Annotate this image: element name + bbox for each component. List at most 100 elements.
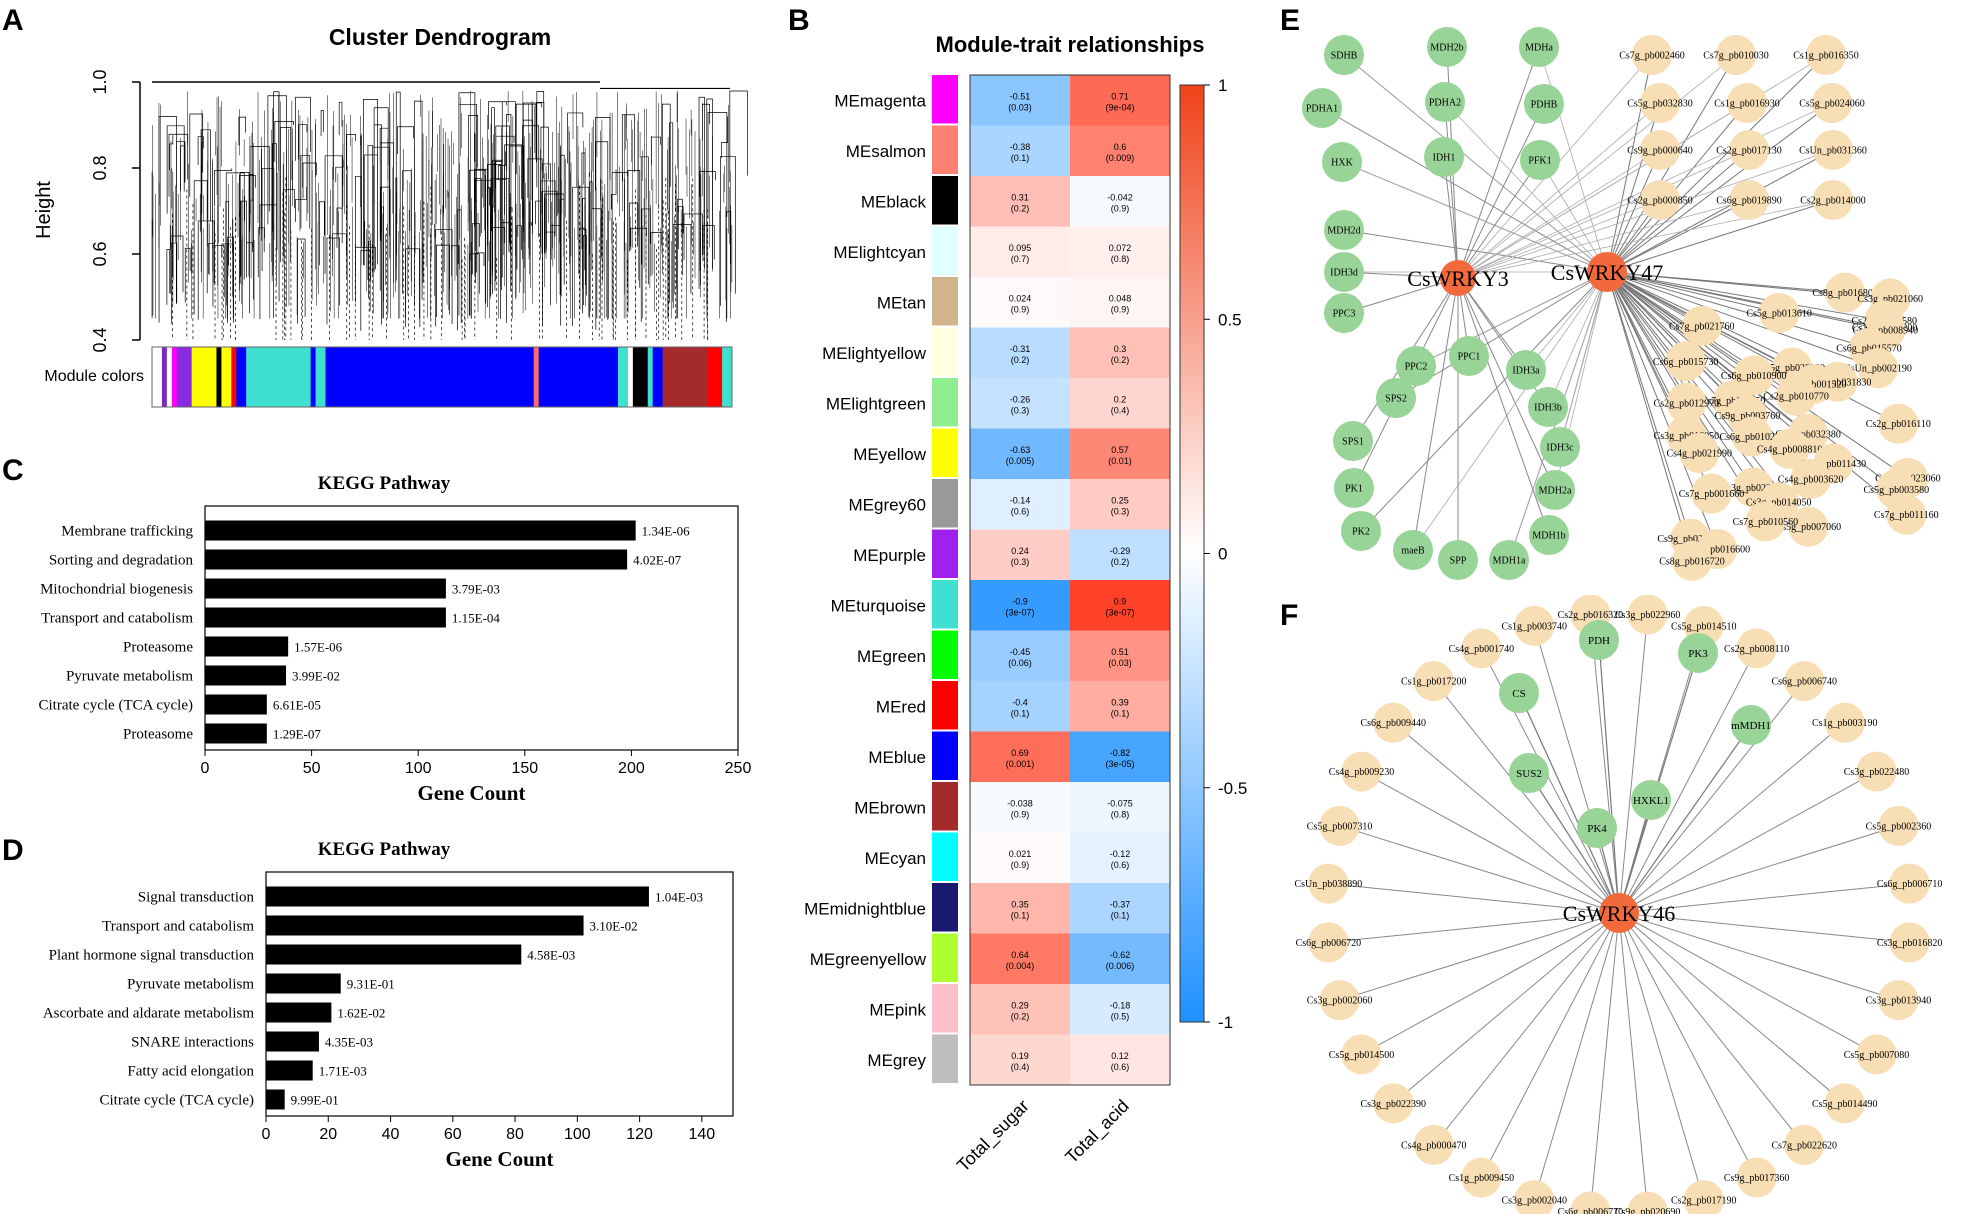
target-node — [1319, 805, 1360, 846]
edge — [1618, 912, 1910, 943]
target-node-label: Cs5g_pb003580 — [1864, 485, 1930, 496]
enzyme-node-label: CS — [1512, 688, 1525, 700]
cell-pvalue: (0.1) — [1011, 708, 1030, 718]
cell-correlation: 0.024 — [1009, 293, 1032, 303]
category-label: Transport and catabolism — [102, 919, 254, 935]
bar — [205, 636, 289, 657]
heatmap-cell — [970, 378, 1070, 429]
cell-pvalue: (0.9) — [1011, 809, 1030, 819]
module-label: MEgrey60 — [849, 495, 926, 514]
heatmap-cell — [970, 933, 1070, 984]
module-label: MEpink — [869, 1000, 926, 1019]
cell-correlation: -0.62 — [1110, 950, 1131, 960]
edge — [1618, 912, 1705, 1201]
target-node-label: Cs5g_pb032380 — [1775, 429, 1841, 440]
cell-pvalue: (0.4) — [1011, 1062, 1030, 1072]
target-node — [1413, 661, 1454, 702]
cell-correlation: 0.71 — [1111, 91, 1129, 101]
y-tick-label: 0.8 — [90, 155, 110, 180]
module-color-segment — [632, 347, 649, 407]
enzyme-node — [1519, 27, 1559, 67]
target-node-label: Cs1g_pb016930 — [1714, 99, 1780, 110]
cell-pvalue: (0.2) — [1111, 355, 1130, 365]
module-swatch — [932, 630, 958, 679]
target-node — [1736, 1157, 1777, 1198]
heatmap-cell — [1070, 832, 1170, 883]
kegg-bar-chart-d: D KEGG Pathway Signal transduction 1.04E-03… — [2, 834, 734, 1171]
edge — [1618, 912, 1846, 1104]
module-label: MEblue — [868, 748, 926, 767]
target-node-label: Cs7g_pb022620 — [1771, 1140, 1837, 1151]
module-color-segment — [231, 347, 237, 407]
panel-b-heatmap: B Module-trait relationships MEmagenta -0.5… — [760, 0, 1260, 1214]
target-node — [1736, 628, 1777, 669]
module-color-segment — [216, 347, 222, 407]
enzyme-node-label: SPP — [1450, 556, 1467, 567]
enzyme-node — [1631, 780, 1671, 820]
enzyme-node-label: PDHB — [1531, 100, 1558, 111]
target-node — [1769, 428, 1810, 469]
edge — [1533, 625, 1620, 914]
enzyme-node — [1322, 142, 1362, 182]
module-color-segment — [707, 347, 723, 407]
enzyme-node-label: PPC3 — [1333, 309, 1356, 320]
enzyme-node — [1524, 84, 1564, 124]
category-label: Proteasome — [123, 640, 193, 656]
edge — [1618, 614, 1649, 914]
cell-correlation: 0.24 — [1011, 546, 1029, 556]
panel-letter-f: F — [1280, 599, 1298, 632]
enzyme-node — [1506, 350, 1546, 390]
heatmap-cell — [1070, 479, 1170, 530]
target-node — [1640, 180, 1680, 220]
target-node-label: Cs3g_pb022390 — [1360, 1099, 1426, 1110]
target-node — [1461, 628, 1502, 669]
cell-pvalue: (0.005) — [1006, 456, 1035, 466]
edge — [1457, 102, 1661, 279]
x-tick-label: 100 — [405, 760, 432, 777]
category-label: Sorting and degradation — [49, 553, 194, 569]
target-node — [1683, 1180, 1724, 1214]
cell-correlation: 0.072 — [1109, 243, 1132, 253]
target-node — [1812, 83, 1852, 123]
target-node-label: Cs9g_pb003760 — [1715, 411, 1781, 422]
edge — [1360, 271, 1608, 532]
enzyme-node-label: mMDH1 — [1731, 720, 1771, 732]
hub-label: CsWRKY46 — [1563, 901, 1675, 926]
module-color-segment — [152, 347, 163, 407]
cell-pvalue: (0.9) — [1111, 203, 1130, 213]
heatmap-cell — [1070, 226, 1170, 277]
cell-correlation: 0.31 — [1011, 192, 1029, 202]
module-color-segment — [662, 347, 708, 407]
enzyme-node — [1499, 673, 1539, 713]
heatmap-cell — [970, 479, 1070, 530]
colorbar — [1179, 84, 1205, 1023]
module-swatch — [932, 883, 958, 932]
target-node-label: Cs4g_pb009230 — [1329, 767, 1395, 778]
edge — [1328, 883, 1620, 914]
target-node-label: Cs2g_pb010770 — [1763, 391, 1829, 402]
target-node-label: Cs9g_pb017360 — [1724, 1173, 1790, 1184]
target-node — [1759, 292, 1800, 333]
cell-pvalue: (0.03) — [1108, 658, 1132, 668]
hub-node — [1587, 252, 1627, 292]
column-label: Total_sugar — [953, 1096, 1034, 1177]
edge — [1457, 159, 1541, 279]
enzyme-node — [1324, 252, 1364, 292]
category-label: Pyruvate metabolism — [66, 669, 193, 685]
cell-correlation: -0.12 — [1110, 849, 1131, 859]
panel-e-network: E Cs7g_pb002460 Cs7g_pb010030 Cs1g_pb016350… — [1262, 0, 1962, 595]
edge — [1457, 149, 1834, 279]
module-color-segment — [166, 347, 173, 407]
target-node — [1806, 35, 1846, 75]
panel-letter-e: E — [1280, 4, 1300, 37]
enzyme-node — [1731, 705, 1771, 745]
cell-pvalue: (0.6) — [1111, 860, 1130, 870]
target-node — [1308, 922, 1349, 963]
target-node-label: Cs6g_pb009440 — [1360, 718, 1426, 729]
x-tick-label: 0 — [201, 760, 210, 777]
target-node-label: Cs3g_pb022960 — [1615, 610, 1681, 621]
cell-pvalue: (0.6) — [1011, 506, 1030, 516]
cell-correlation: -0.45 — [1010, 647, 1031, 657]
enzyme-node-label: PDH — [1588, 635, 1610, 647]
edge — [1618, 771, 1877, 914]
